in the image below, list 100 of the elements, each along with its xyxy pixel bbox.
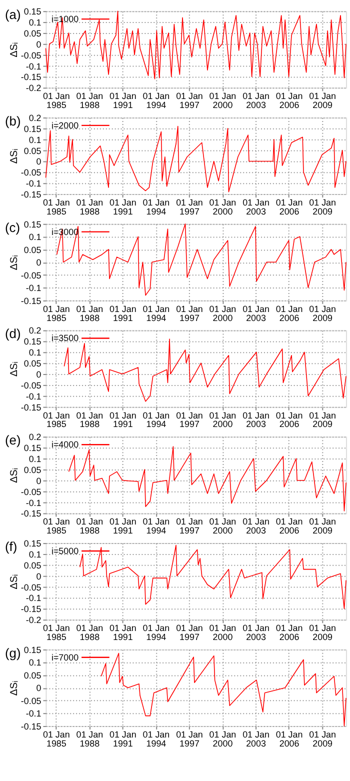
- chart-title: (d): [4, 326, 21, 342]
- x-tick-label: 01 Jan 1988: [76, 197, 104, 216]
- x-tick-label: 01 Jan 1988: [76, 410, 104, 430]
- legend-label: i=2000: [51, 120, 79, 130]
- y-tick-label: 0.1: [28, 232, 42, 242]
- y-tick-label: -0.05: [20, 270, 42, 280]
- y-tick-label: -0.1: [26, 498, 42, 508]
- x-tick-label: 01 Jan 2000: [209, 729, 236, 748]
- y-tick-label: 0.05: [24, 244, 42, 255]
- x-tick-label: 01 Jan 1994: [142, 197, 170, 216]
- y-tick-label: -0.15: [20, 721, 42, 732]
- x-tick-label: 01 Jan 1985: [42, 304, 70, 323]
- x-tick-label: 01 Jan 2009: [309, 516, 336, 536]
- x-tick-label: 01 Jan 2009: [309, 304, 336, 323]
- y-axis-title: ΔSᵢ: [8, 574, 20, 590]
- y-tick-label: -0.15: [20, 190, 42, 200]
- y-tick-label: -0.2: [26, 83, 42, 94]
- x-tick-label: 01 Jan 1997: [176, 623, 203, 642]
- x-tick-label: 01 Jan 1991: [110, 304, 136, 323]
- y-tick-label: -0.05: [20, 380, 42, 390]
- x-tick-label: 01 Jan 1985: [42, 516, 70, 536]
- x-tick-label: 01 Jan 1991: [110, 410, 136, 430]
- x-tick-label: 01 Jan 2009: [309, 729, 336, 748]
- x-tick-label: 01 Jan 2006: [276, 623, 303, 642]
- x-tick-label: 01 Jan 2006: [276, 410, 303, 430]
- line-series: [79, 544, 346, 610]
- x-tick-label: 01 Jan 2000: [209, 197, 236, 216]
- y-tick-label: 0.15: [24, 538, 42, 549]
- x-tick-label: 01 Jan 1988: [76, 623, 104, 642]
- y-tick-label: 0.05: [24, 560, 42, 570]
- x-tick-label: 01 Jan 2003: [242, 197, 270, 216]
- y-tick-label: -0.15: [20, 296, 42, 306]
- x-tick-label: 01 Jan 2009: [309, 623, 336, 642]
- x-tick-label: 01 Jan 1988: [76, 516, 104, 536]
- chart-title: (b): [4, 113, 21, 128]
- x-tick-label: 01 Jan 2000: [209, 410, 236, 430]
- y-tick-label: 0: [36, 683, 42, 694]
- y-tick-label: 0.05: [24, 358, 42, 369]
- y-tick-label: 0.15: [24, 124, 42, 134]
- legend-label: i=4000: [51, 440, 79, 450]
- x-tick-label: 01 Jan 2003: [242, 304, 270, 323]
- y-axis-title: ΔSᵢ: [8, 361, 20, 376]
- y-tick-label: 0.2: [28, 326, 42, 336]
- y-tick-label: 0.15: [24, 336, 42, 347]
- y-tick-label: -0.15: [20, 72, 42, 82]
- y-tick-label: 0: [36, 571, 42, 582]
- y-tick-label: 0: [36, 39, 42, 50]
- y-tick-label: 0: [36, 369, 42, 380]
- x-tick-label: 01 Jan 1997: [176, 304, 203, 323]
- y-tick-label: 0.1: [28, 454, 42, 464]
- x-tick-label: 01 Jan 1997: [176, 729, 203, 748]
- chart-title: (e): [4, 432, 21, 448]
- x-tick-label: 01 Jan 2006: [276, 729, 303, 748]
- chart-title: (g): [4, 645, 21, 660]
- line-series: [100, 652, 346, 726]
- y-tick-label: 0.1: [28, 658, 42, 668]
- line-series: [68, 446, 346, 512]
- y-tick-label: 0.2: [28, 112, 42, 123]
- y-tick-label: -0.15: [20, 604, 42, 614]
- y-axis-title: ΔSᵢ: [8, 254, 20, 270]
- x-tick-label: 01 Jan 1985: [42, 91, 70, 110]
- y-tick-label: 0.05: [24, 28, 42, 38]
- y-axis-title: ΔSᵢ: [8, 148, 20, 164]
- x-tick-label: 01 Jan 2003: [242, 410, 270, 430]
- y-tick-label: -0.05: [20, 50, 42, 60]
- x-tick-label: 01 Jan 2006: [276, 304, 303, 323]
- y-axis-title: ΔSᵢ: [8, 468, 20, 483]
- x-tick-label: 01 Jan 2003: [242, 729, 270, 748]
- y-tick-label: 0: [36, 156, 42, 167]
- line-series: [45, 10, 346, 80]
- y-tick-label: 0.1: [28, 134, 42, 145]
- y-axis-title: ΔSᵢ: [8, 42, 20, 58]
- y-tick-label: 0.05: [24, 146, 42, 156]
- y-tick-label: -0.1: [26, 61, 42, 72]
- x-tick-label: 01 Jan 1991: [110, 623, 136, 642]
- x-tick-label: 01 Jan 1991: [110, 197, 136, 216]
- x-tick-label: 01 Jan 1985: [42, 729, 70, 748]
- y-tick-label: -0.05: [20, 582, 42, 592]
- y-tick-label: -0.05: [20, 168, 42, 178]
- x-tick-label: 01 Jan 1994: [142, 729, 170, 748]
- x-tick-label: 01 Jan 1997: [176, 410, 203, 430]
- x-tick-label: 01 Jan 2003: [242, 91, 270, 110]
- y-tick-label: -0.1: [26, 708, 42, 719]
- y-tick-label: -0.15: [20, 402, 42, 412]
- x-tick-label: 01 Jan 2000: [209, 91, 236, 110]
- y-tick-label: 0: [36, 476, 42, 486]
- y-tick-label: 0.15: [24, 219, 42, 230]
- y-tick-label: 0.2: [28, 432, 42, 442]
- x-tick-label: 01 Jan 2006: [276, 197, 303, 216]
- y-tick-label: -0.1: [26, 178, 42, 189]
- x-tick-label: 01 Jan 2000: [209, 623, 236, 642]
- chart-title: (a): [4, 7, 21, 22]
- x-tick-label: 01 Jan 1985: [42, 197, 70, 216]
- x-tick-label: 01 Jan 2006: [276, 516, 303, 536]
- x-tick-label: 01 Jan 1991: [110, 91, 136, 110]
- x-tick-label: 01 Jan 2009: [309, 410, 336, 430]
- x-tick-label: 01 Jan 2009: [309, 91, 336, 110]
- x-tick-label: 01 Jan 2009: [309, 197, 336, 216]
- x-tick-label: 01 Jan 1994: [142, 623, 170, 642]
- y-tick-label: -0.1: [26, 283, 42, 294]
